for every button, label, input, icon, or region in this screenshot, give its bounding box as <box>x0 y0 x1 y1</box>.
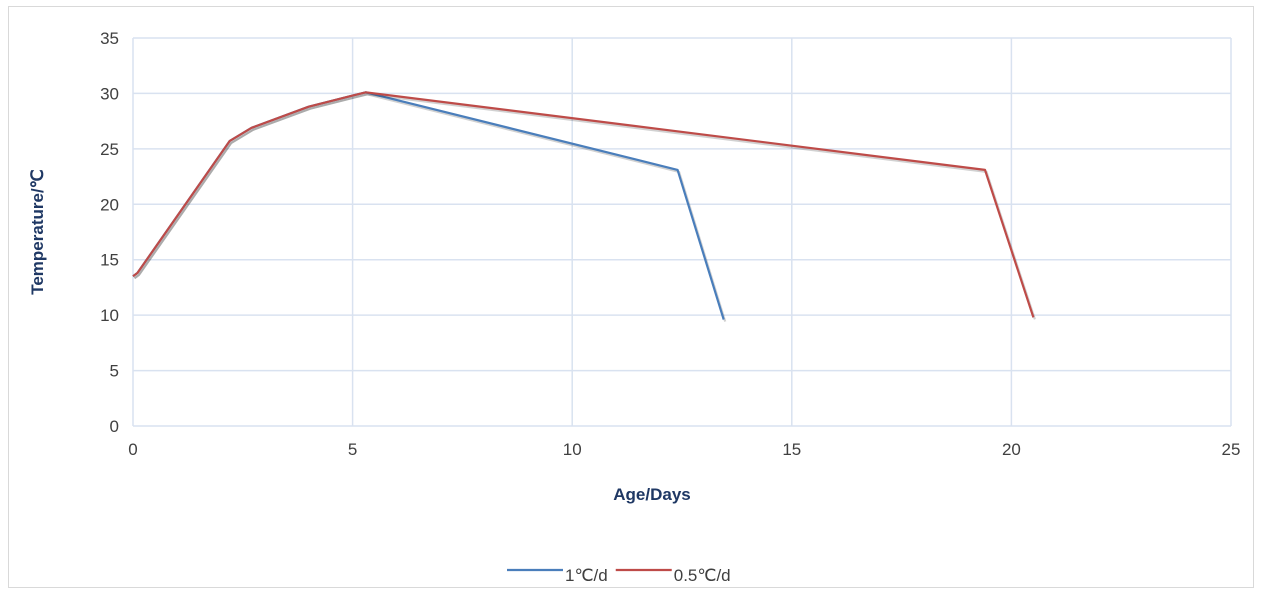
y-axis-title: Temperature/℃ <box>28 169 47 295</box>
x-tick-label: 25 <box>1222 440 1241 459</box>
x-tick-label: 20 <box>1002 440 1021 459</box>
chart-frame: 0 5 10 15 20 25 30 35 0 5 10 15 20 25 Temperature/℃ … <box>8 6 1254 588</box>
series-lines <box>132 91 1036 322</box>
x-tick-label: 15 <box>782 440 801 459</box>
x-tick-label: 10 <box>563 440 582 459</box>
gridlines <box>132 37 1232 427</box>
y-tick-label: 10 <box>100 306 119 325</box>
y-tick-label: 15 <box>100 251 119 270</box>
series-line-shadow <box>133 93 727 322</box>
y-tick-label: 20 <box>100 195 119 214</box>
legend: 1℃/d 0.5℃/d <box>507 566 731 585</box>
x-tick-label: 0 <box>128 440 137 459</box>
x-tick-label: 5 <box>348 440 357 459</box>
y-tick-label: 25 <box>100 140 119 159</box>
y-tick-label: 30 <box>100 84 119 103</box>
legend-label-1: 1℃/d <box>565 566 608 585</box>
series-line-2 <box>132 91 1035 318</box>
y-tick-label: 0 <box>110 417 119 436</box>
legend-label-2: 0.5℃/d <box>674 566 731 585</box>
series-line-shadow <box>133 93 1036 320</box>
x-tick-labels: 0 5 10 15 20 25 <box>128 440 1240 459</box>
y-tick-label: 5 <box>110 362 119 381</box>
y-tick-label: 35 <box>100 29 119 48</box>
x-axis-title: Age/Days <box>613 485 690 504</box>
y-tick-labels: 0 5 10 15 20 25 30 35 <box>100 29 119 436</box>
